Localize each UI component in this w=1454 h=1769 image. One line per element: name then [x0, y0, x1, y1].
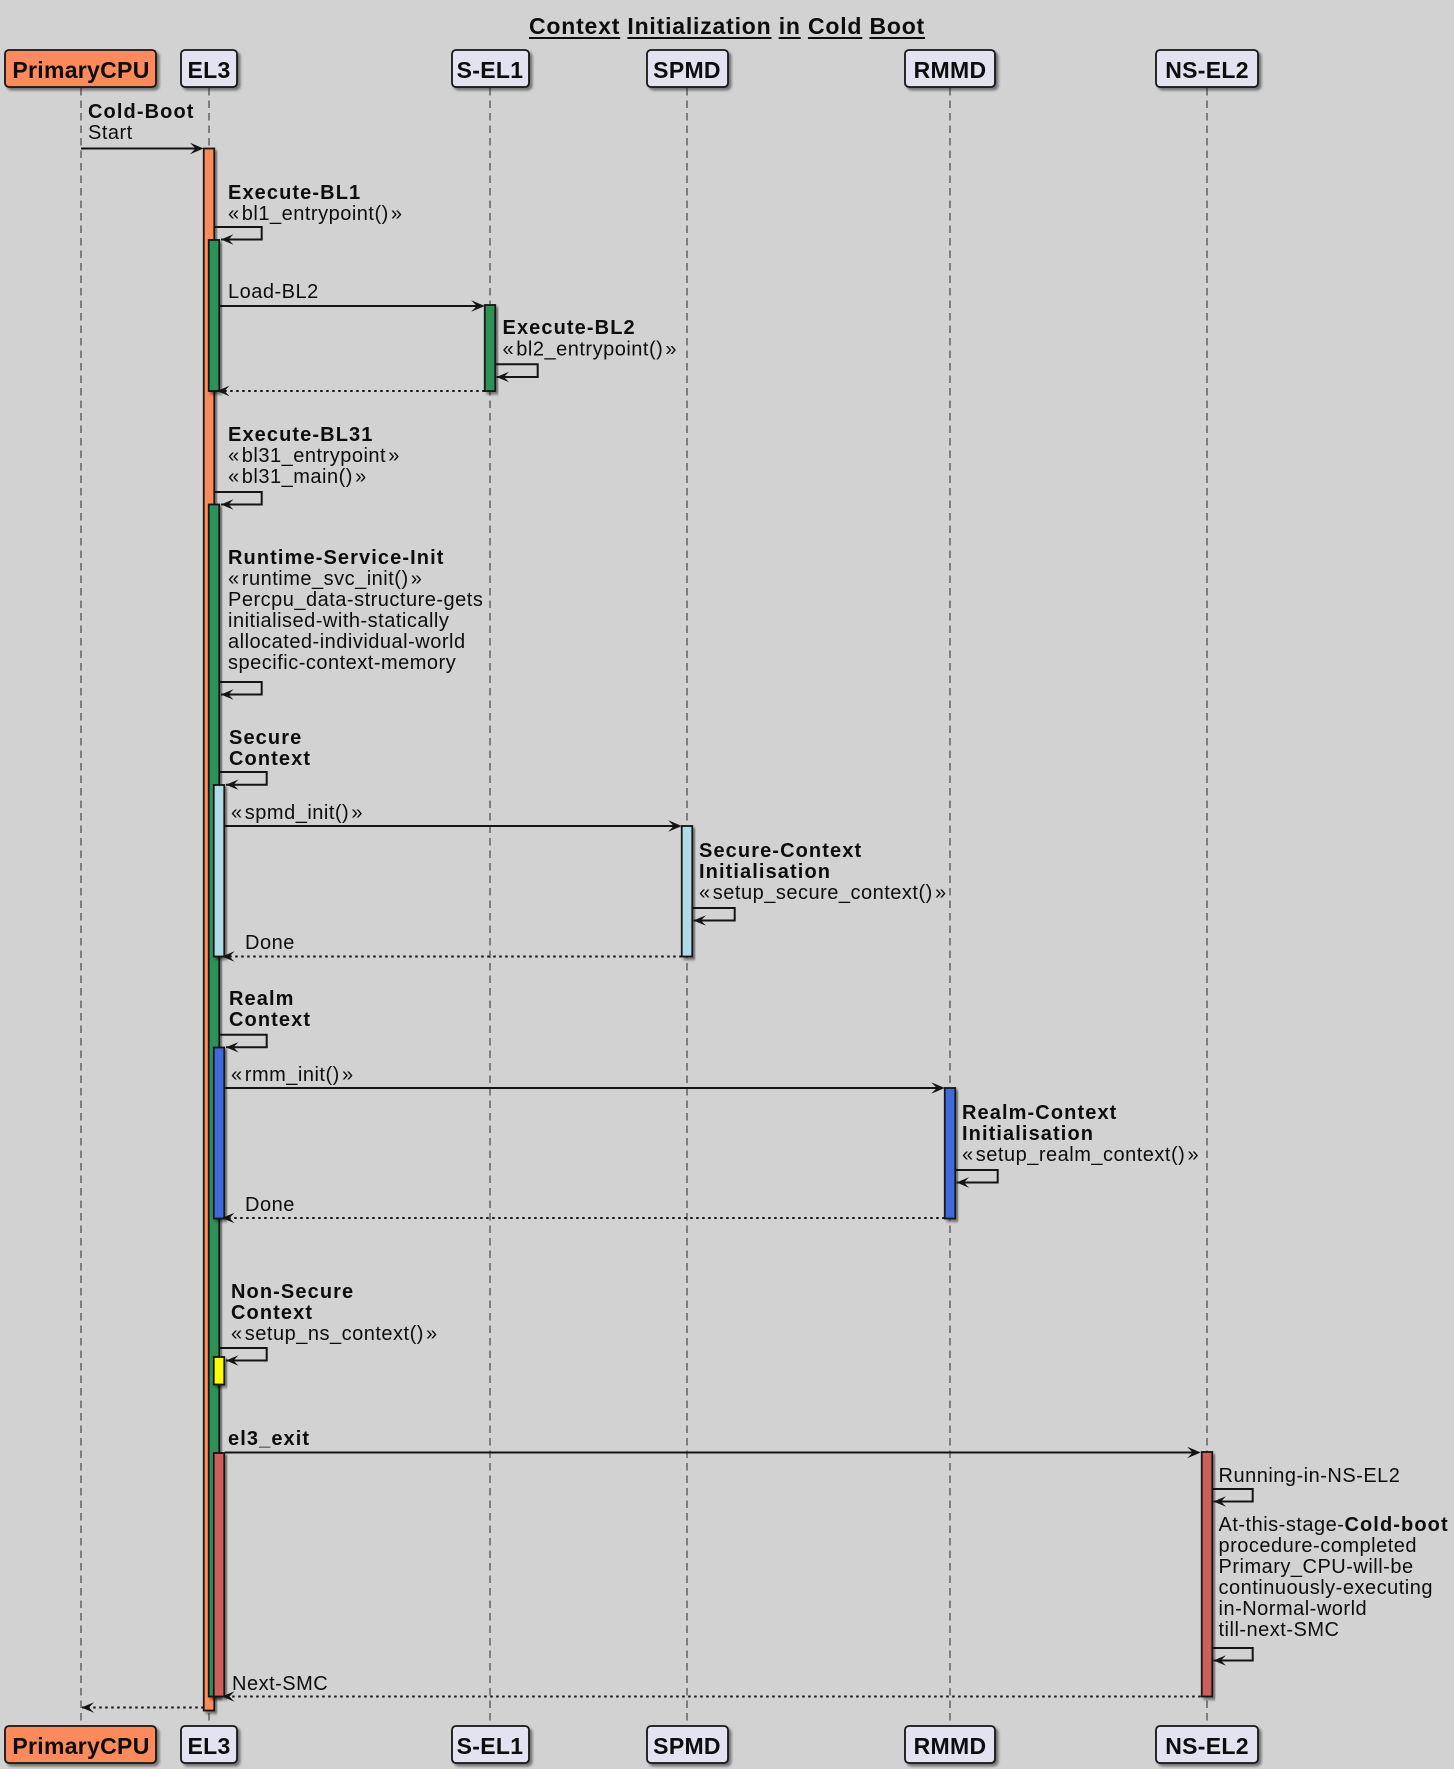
svg-text:Next-SMC: Next-SMC: [232, 1673, 328, 1695]
svg-text:Secure: Secure: [229, 727, 302, 749]
svg-text:SPMD: SPMD: [653, 57, 721, 83]
svg-text:till-next-SMC: till-next-SMC: [1219, 1619, 1340, 1641]
svg-text:Secure-Context: Secure-Context: [699, 840, 862, 862]
svg-text:« bl31_entrypoint »: « bl31_entrypoint »: [228, 445, 400, 467]
svg-text:Execute-BL31: Execute-BL31: [228, 424, 373, 446]
svg-text:EL3: EL3: [187, 57, 230, 83]
svg-text:Non-Secure: Non-Secure: [231, 1281, 354, 1303]
svg-text:Context: Context: [229, 1009, 311, 1031]
svg-text:S-EL1: S-EL1: [457, 57, 524, 83]
svg-text:Context: Context: [229, 748, 311, 770]
svg-text:SPMD: SPMD: [653, 1733, 721, 1759]
svg-text:continuously-executing: continuously-executing: [1219, 1577, 1433, 1599]
svg-text:PrimaryCPU: PrimaryCPU: [12, 57, 149, 83]
svg-text:Percpu_data-structure-gets: Percpu_data-structure-gets: [228, 589, 483, 611]
svg-text:Cold-Boot: Cold-Boot: [88, 101, 195, 123]
svg-text:RMMD: RMMD: [914, 57, 987, 83]
svg-text:At-this-stage-Cold-boot: At-this-stage-Cold-boot: [1219, 1514, 1449, 1536]
svg-text:« setup_realm_context() »: « setup_realm_context() »: [962, 1144, 1199, 1166]
svg-text:Context: Context: [231, 1302, 313, 1324]
svg-text:Primary_CPU-will-be: Primary_CPU-will-be: [1219, 1556, 1414, 1578]
svg-text:RMMD: RMMD: [914, 1733, 987, 1759]
svg-text:NS-EL2: NS-EL2: [1165, 1733, 1249, 1759]
svg-text:NS-EL2: NS-EL2: [1165, 57, 1249, 83]
svg-text:procedure-completed: procedure-completed: [1219, 1535, 1418, 1557]
svg-text:Running-in-NS-EL2: Running-in-NS-EL2: [1219, 1465, 1401, 1487]
svg-text:Runtime-Service-Init: Runtime-Service-Init: [228, 547, 444, 569]
svg-text:Realm-Context: Realm-Context: [962, 1102, 1117, 1124]
svg-text:Done: Done: [245, 1194, 295, 1216]
svg-text:Initialisation: Initialisation: [962, 1123, 1094, 1145]
svg-text:Execute-BL1: Execute-BL1: [228, 182, 361, 204]
svg-text:initialised-with-statically: initialised-with-statically: [228, 610, 449, 632]
svg-text:allocated-individual-world: allocated-individual-world: [228, 631, 466, 653]
svg-text:el3_exit: el3_exit: [228, 1428, 310, 1450]
svg-text:Start: Start: [88, 122, 133, 144]
svg-text:« bl2_entrypoint() »: « bl2_entrypoint() »: [503, 339, 678, 361]
svg-text:« setup_secure_context() »: « setup_secure_context() »: [699, 882, 947, 904]
svg-text:« bl1_entrypoint() »: « bl1_entrypoint() »: [228, 203, 403, 225]
svg-text:« setup_ns_context() »: « setup_ns_context() »: [231, 1323, 438, 1345]
svg-text:Done: Done: [245, 932, 295, 954]
svg-text:EL3: EL3: [187, 1733, 230, 1759]
svg-text:Initialisation: Initialisation: [699, 861, 831, 883]
svg-text:specific-context-memory: specific-context-memory: [228, 652, 456, 674]
svg-text:PrimaryCPU: PrimaryCPU: [12, 1733, 149, 1759]
svg-text:Realm: Realm: [229, 988, 295, 1010]
svg-text:in-Normal-world: in-Normal-world: [1219, 1598, 1368, 1620]
svg-text:« bl31_main() »: « bl31_main() »: [228, 466, 367, 488]
svg-text:S-EL1: S-EL1: [457, 1733, 524, 1759]
svg-text:« rmm_init() »: « rmm_init() »: [231, 1064, 354, 1086]
svg-text:« runtime_svc_init() »: « runtime_svc_init() »: [228, 568, 422, 590]
svg-text:Load-BL2: Load-BL2: [228, 281, 319, 303]
svg-text:Execute-BL2: Execute-BL2: [503, 317, 636, 339]
svg-text:« spmd_init() »: « spmd_init() »: [231, 802, 363, 824]
